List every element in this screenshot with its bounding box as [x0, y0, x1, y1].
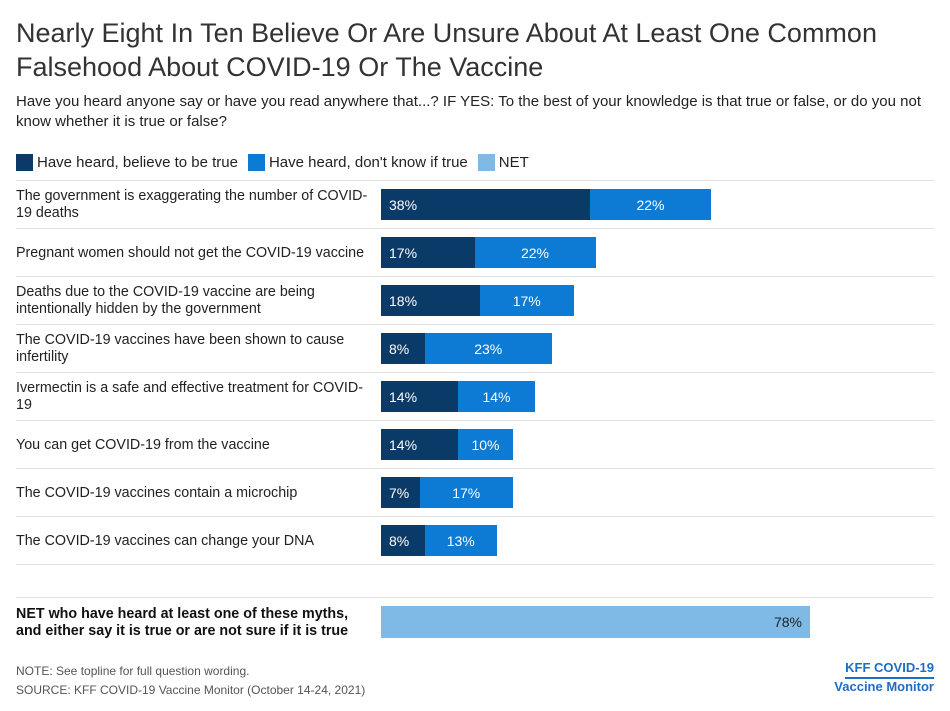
data-label: 10%	[471, 436, 500, 453]
data-label: 38%	[389, 196, 418, 213]
legend-label-unsure: Have heard, don't know if true	[268, 153, 468, 171]
legend-swatch-net	[477, 153, 495, 171]
data-label: 22%	[636, 196, 665, 213]
bar-segment-believe: 8%	[381, 333, 425, 364]
brand-line-1: KFF COVID-19	[845, 660, 934, 679]
bar-segment-unsure: 17%	[480, 285, 574, 316]
chart-row: The COVID-19 vaccines contain a microchi…	[16, 468, 934, 517]
chart-row: The COVID-19 vaccines have been shown to…	[16, 324, 934, 373]
bar-segment-unsure: 22%	[590, 189, 711, 220]
category-label: You can get COVID-19 from the vaccine	[16, 436, 270, 453]
category-label: The government is exaggerating the numbe…	[16, 188, 368, 221]
legend-label-net: NET	[498, 153, 529, 171]
net-label: NET who have heard at least one of these…	[16, 606, 349, 639]
legend-swatch-believe	[16, 153, 33, 171]
chart-subtitle: Have you heard anyone say or have you re…	[16, 93, 921, 130]
legend-item-net: NET	[477, 153, 529, 171]
bar-segment-believe: 8%	[381, 525, 425, 556]
data-label: 8%	[389, 340, 410, 357]
chart-row: Ivermectin is a safe and effective treat…	[16, 372, 934, 421]
net-value-label: 78%	[773, 614, 802, 630]
category-label: The COVID-19 vaccines contain a microchi…	[16, 484, 298, 501]
data-label: 14%	[389, 388, 418, 405]
data-label: 23%	[474, 340, 503, 357]
category-label: The COVID-19 vaccines have been shown to…	[16, 332, 345, 365]
brand-line-2: Vaccine Monitor	[834, 679, 934, 694]
bar-segment-believe: 17%	[381, 237, 475, 268]
category-label: Ivermectin is a safe and effective treat…	[16, 380, 363, 413]
data-label: 7%	[389, 484, 410, 501]
data-label: 22%	[520, 244, 550, 261]
category-label: The COVID-19 vaccines can change your DN…	[16, 532, 314, 549]
kff-brand-logo: KFF COVID-19 Vaccine Monitor	[834, 660, 934, 695]
data-label: 17%	[389, 244, 418, 261]
legend-label-believe: Have heard, believe to be true	[37, 153, 238, 171]
bar-segment-unsure: 14%	[458, 381, 535, 412]
category-label: Deaths due to the COVID-19 vaccine are b…	[16, 284, 315, 317]
bar-segment-believe: 7%	[381, 477, 420, 508]
legend-item-unsure: Have heard, don't know if true	[247, 153, 468, 171]
bar-segment-believe: 14%	[381, 381, 458, 412]
row-divider	[16, 564, 934, 565]
footnote-source: SOURCE: KFF COVID-19 Vaccine Monitor (Oc…	[16, 683, 366, 697]
data-label: 14%	[482, 388, 511, 405]
footnote-note: NOTE: See topline for full question word…	[16, 664, 250, 678]
data-label: 13%	[446, 532, 475, 549]
bar-segment-unsure: 13%	[425, 525, 497, 556]
data-label: 17%	[512, 292, 541, 309]
net-row: NET who have heard at least one of these…	[16, 597, 934, 646]
bar-segment-believe: 38%	[381, 189, 590, 220]
bar-segment-believe: 18%	[381, 285, 480, 316]
chart-title: Nearly Eight In Ten Believe Or Are Unsur…	[16, 18, 877, 82]
net-bar: 78%	[381, 606, 810, 638]
bar-segment-unsure: 10%	[458, 429, 513, 460]
legend-swatch-unsure	[247, 153, 265, 171]
data-label: 14%	[389, 436, 418, 453]
data-label: 18%	[389, 292, 418, 309]
bar-segment-unsure: 17%	[419, 477, 513, 508]
category-label: Pregnant women should not get the COVID-…	[16, 244, 365, 261]
bar-segment-unsure: 22%	[474, 237, 596, 268]
legend: Have heard, believe to be true Have hear…	[16, 152, 539, 172]
chart-row: Deaths due to the COVID-19 vaccine are b…	[16, 276, 934, 325]
data-label: 17%	[452, 484, 481, 501]
chart-row: The COVID-19 vaccines can change your DN…	[16, 516, 934, 565]
bar-segment-unsure: 23%	[425, 333, 552, 364]
bar-segment-believe: 14%	[381, 429, 458, 460]
chart-row: You can get COVID-19 from the vaccine 14%…	[16, 420, 934, 469]
data-label: 8%	[389, 532, 410, 549]
legend-item-believe: Have heard, believe to be true	[16, 153, 238, 171]
chart-row: The government is exaggerating the numbe…	[16, 180, 934, 229]
chart-row: Pregnant women should not get the COVID-…	[16, 228, 934, 277]
